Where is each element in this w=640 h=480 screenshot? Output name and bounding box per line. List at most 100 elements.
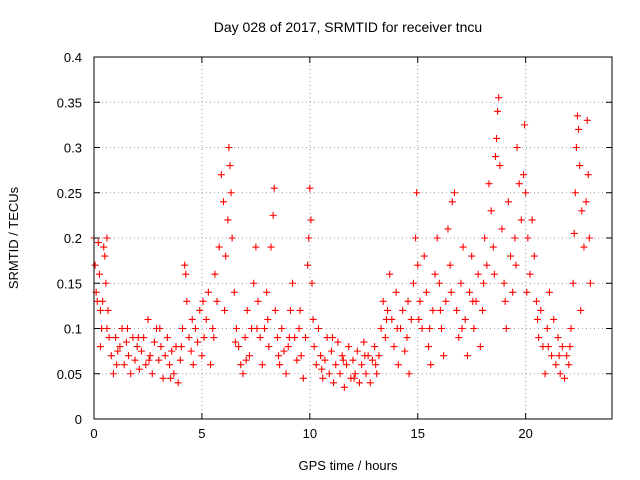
data-point xyxy=(403,334,411,342)
data-point xyxy=(276,361,284,369)
data-point xyxy=(368,356,376,364)
data-point xyxy=(476,343,484,351)
data-point xyxy=(230,288,238,296)
data-point xyxy=(572,144,580,151)
data-point xyxy=(554,334,562,342)
data-point xyxy=(265,343,273,351)
data-point xyxy=(440,352,448,360)
data-point xyxy=(545,288,553,296)
data-point xyxy=(570,229,578,237)
data-point xyxy=(198,352,206,360)
data-point xyxy=(241,334,249,342)
data-point xyxy=(459,243,467,251)
data-points xyxy=(90,94,594,391)
data-point xyxy=(548,352,556,360)
data-point xyxy=(436,306,444,314)
data-point xyxy=(217,171,225,179)
data-point xyxy=(416,297,424,305)
data-point xyxy=(470,325,478,332)
data-point xyxy=(123,325,131,332)
data-point xyxy=(237,361,245,369)
data-point xyxy=(474,270,482,278)
data-point xyxy=(523,288,531,296)
data-point xyxy=(150,338,158,346)
data-point xyxy=(163,334,171,342)
data-point xyxy=(543,325,551,332)
data-point xyxy=(405,370,413,378)
data-point xyxy=(372,361,380,369)
data-point xyxy=(295,325,303,332)
data-point xyxy=(375,352,383,360)
x-tick-label: 15 xyxy=(411,426,425,441)
data-point xyxy=(567,325,575,332)
data-point xyxy=(308,279,316,287)
data-point xyxy=(102,279,110,287)
data-point xyxy=(166,361,174,369)
data-point xyxy=(155,356,163,364)
data-point xyxy=(235,343,243,351)
data-point xyxy=(360,338,368,346)
data-point xyxy=(582,198,590,206)
data-point xyxy=(447,288,455,296)
data-point xyxy=(584,171,592,179)
data-point xyxy=(373,370,381,378)
data-point xyxy=(269,211,277,219)
data-point xyxy=(371,343,379,351)
data-point xyxy=(418,325,426,332)
data-point xyxy=(285,334,293,342)
data-point xyxy=(270,184,278,192)
data-point xyxy=(390,343,398,351)
data-point xyxy=(196,306,204,314)
y-tick-label: 0.2 xyxy=(64,231,82,246)
data-point xyxy=(306,184,314,192)
data-point xyxy=(353,347,361,355)
data-point xyxy=(463,352,471,360)
data-point xyxy=(267,243,275,251)
data-point xyxy=(437,325,445,332)
data-point xyxy=(498,225,506,233)
data-point xyxy=(511,234,519,242)
data-point xyxy=(168,347,176,355)
data-point xyxy=(242,356,250,364)
data-point xyxy=(94,239,102,247)
data-point xyxy=(317,352,325,360)
data-point xyxy=(351,370,359,378)
data-point xyxy=(145,356,153,364)
data-point xyxy=(191,325,199,332)
data-point xyxy=(289,279,297,287)
data-point xyxy=(334,338,342,346)
data-point xyxy=(502,325,510,332)
data-point xyxy=(521,121,529,129)
data-point xyxy=(232,325,240,332)
data-point xyxy=(450,189,458,197)
data-point xyxy=(535,334,543,342)
data-point xyxy=(446,261,454,269)
data-point xyxy=(286,306,294,314)
data-point xyxy=(310,343,318,351)
data-point xyxy=(420,252,428,260)
data-point xyxy=(566,343,574,351)
data-point xyxy=(204,288,212,296)
data-point xyxy=(466,288,474,296)
data-point xyxy=(515,180,523,188)
data-point xyxy=(112,334,120,342)
data-point xyxy=(120,361,128,369)
x-tick-label: 5 xyxy=(198,426,205,441)
data-point xyxy=(261,325,269,332)
data-point xyxy=(468,252,476,260)
y-tick-label: 0.15 xyxy=(57,276,82,291)
data-point xyxy=(99,297,107,305)
data-point xyxy=(494,107,502,115)
data-point xyxy=(226,162,234,170)
data-point xyxy=(386,270,394,278)
data-point xyxy=(325,370,333,378)
data-point xyxy=(455,334,463,342)
x-tick-label: 20 xyxy=(518,426,532,441)
data-point xyxy=(100,243,108,251)
data-point xyxy=(425,343,433,351)
data-point xyxy=(429,306,437,314)
data-point xyxy=(427,361,435,369)
y-tick-label: 0.4 xyxy=(64,50,82,65)
data-point xyxy=(213,297,221,305)
data-point xyxy=(275,352,283,360)
